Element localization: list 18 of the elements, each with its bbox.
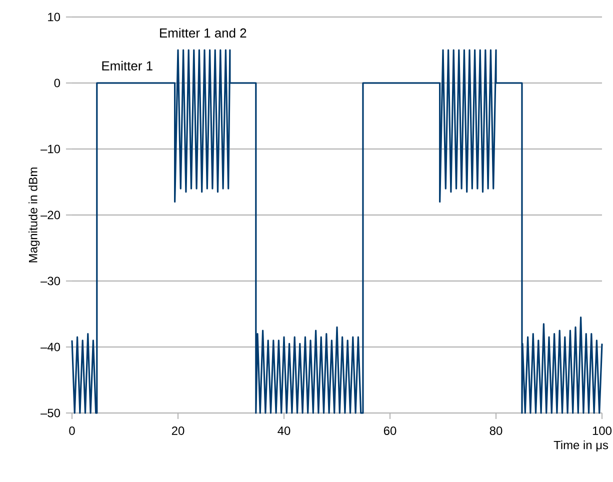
x-tick-label: 60 [384,426,396,435]
y-tick-label: –40 [40,342,60,352]
x-axis-title: Time in μs [554,440,608,452]
y-tick-label: –20 [40,210,60,220]
y-tick-label: –50 [40,408,60,418]
x-tick-label: 80 [490,426,502,435]
annotation: Emitter 1 [102,60,152,70]
y-tick-label: 0 [54,78,60,88]
x-tick-label: 20 [172,426,184,435]
line-series [71,49,603,414]
y-axis-title: Magnitude in dBm [28,168,40,262]
y-tick-label: 10 [48,12,60,22]
y-tick-label: –30 [40,276,60,286]
annotation: Emitter 1 and 2 [160,28,246,38]
x-tick-label: 40 [278,426,290,435]
x-tick-label: 0 [69,426,75,435]
y-tick-label: –10 [40,144,60,154]
x-tick-label: 100 [592,426,612,435]
